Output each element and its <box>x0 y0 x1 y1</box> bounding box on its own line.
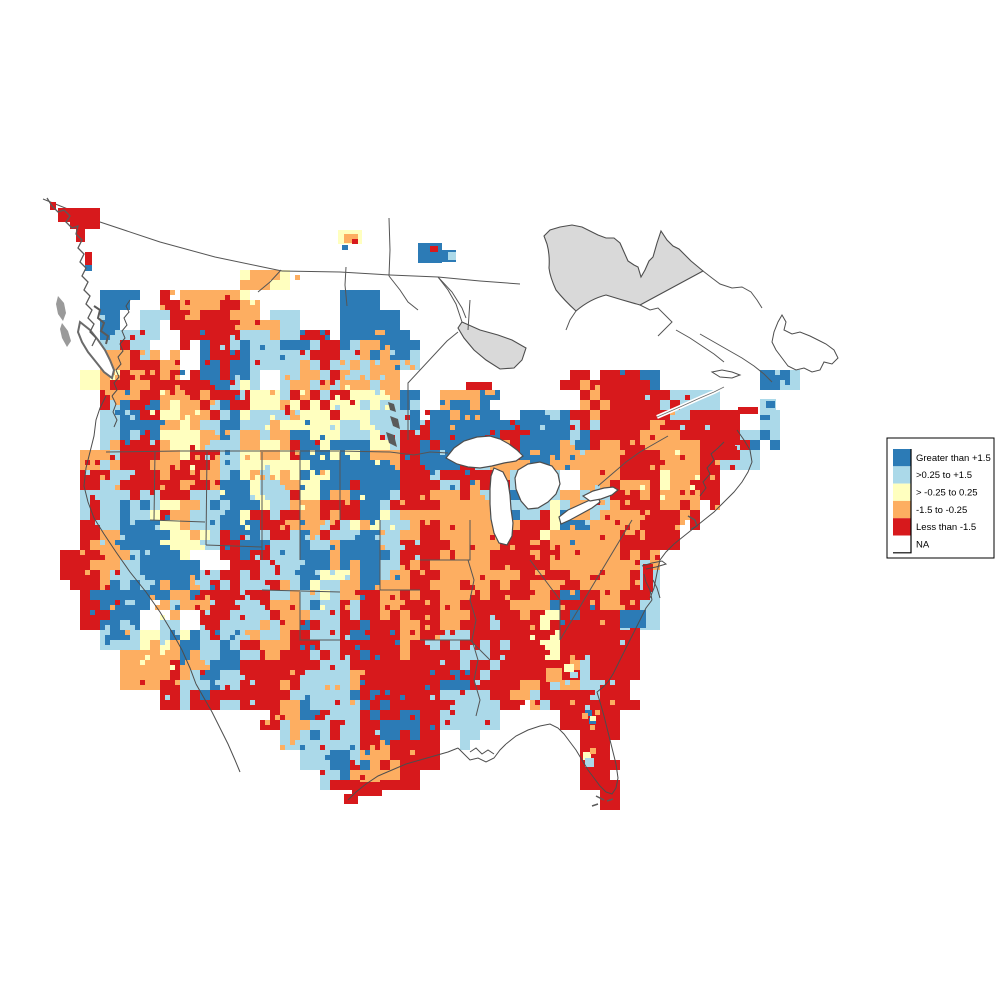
svg-text:Less than -1.5: Less than -1.5 <box>916 522 976 533</box>
svg-text:Greater than +1.5: Greater than +1.5 <box>916 453 991 464</box>
svg-text:>0.25 to +1.5: >0.25 to +1.5 <box>916 470 972 481</box>
svg-text:> -0.25 to 0.25: > -0.25 to 0.25 <box>916 487 978 498</box>
svg-text:-1.5 to -0.25: -1.5 to -0.25 <box>916 505 967 516</box>
svg-text:NA: NA <box>916 539 930 550</box>
